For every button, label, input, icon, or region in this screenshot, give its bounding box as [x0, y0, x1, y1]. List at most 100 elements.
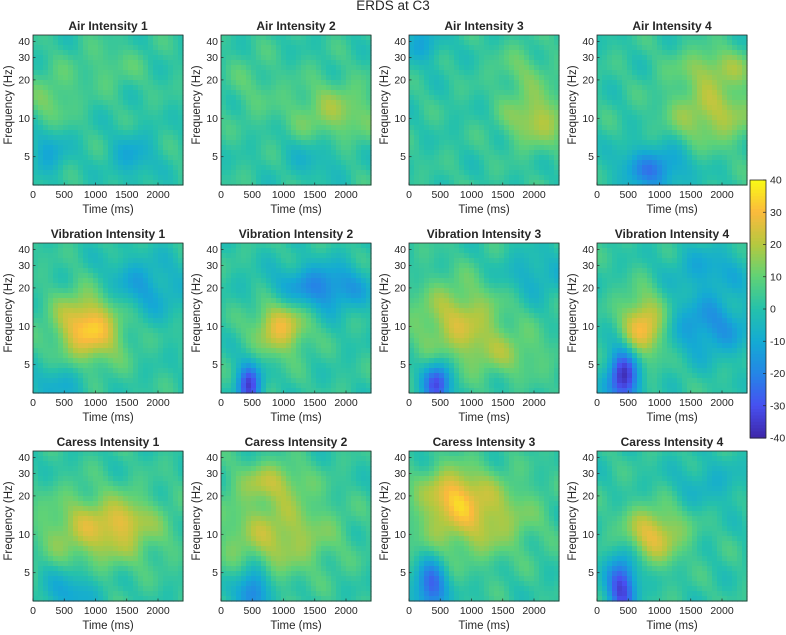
heatmap-cell [226, 160, 232, 166]
heatmap-cell [251, 90, 257, 96]
heatmap-cell [504, 85, 510, 91]
heatmap-cell [68, 338, 74, 344]
heatmap-cell [336, 170, 342, 176]
heatmap-cell [554, 130, 560, 136]
heatmap-cell [251, 343, 257, 349]
heatmap-cell [128, 100, 134, 106]
heatmap-cell [163, 175, 169, 181]
heatmap-cell [632, 40, 638, 46]
heatmap-cell [143, 378, 149, 384]
heatmap-cell [33, 318, 39, 324]
heatmap-cell [504, 105, 510, 111]
heatmap-cell [43, 358, 49, 364]
heatmap-cell [524, 105, 530, 111]
heatmap-cell [682, 150, 688, 156]
heatmap-cell [271, 243, 277, 249]
heatmap-cell [281, 170, 287, 176]
heatmap-cell [291, 45, 297, 51]
heatmap-cell [48, 353, 54, 359]
heatmap-cell [276, 243, 282, 249]
heatmap-cell [622, 140, 628, 146]
heatmap-cell [153, 363, 159, 369]
heatmap-cell [148, 378, 154, 384]
heatmap-cell [221, 105, 227, 111]
heatmap-cell [524, 75, 530, 81]
heatmap-cell [742, 75, 748, 81]
heatmap-cell [281, 150, 287, 156]
heatmap-cell [434, 145, 440, 151]
heatmap-cell [361, 65, 367, 71]
heatmap-cell [647, 170, 653, 176]
heatmap-cell [133, 298, 139, 304]
heatmap-cell [454, 85, 460, 91]
heatmap-cell [63, 383, 69, 389]
heatmap-cell [712, 135, 718, 141]
heatmap-cell [642, 165, 648, 171]
heatmap-cell [702, 50, 708, 56]
heatmap-cell [138, 140, 144, 146]
heatmap-cell [241, 90, 247, 96]
heatmap-cell [539, 150, 545, 156]
heatmap-cell [123, 308, 129, 314]
heatmap-cell [241, 288, 247, 294]
heatmap-cell [474, 135, 480, 141]
heatmap-cell [509, 100, 515, 106]
heatmap-cell [246, 343, 252, 349]
heatmap-cell [226, 175, 232, 181]
heatmap-cell [494, 110, 500, 116]
heatmap-cell [612, 85, 618, 91]
heatmap-cell [459, 70, 465, 76]
heatmap-cell [366, 55, 372, 61]
heatmap-cell [266, 348, 272, 354]
heatmap-cell [732, 55, 738, 61]
heatmap-cell [419, 100, 425, 106]
heatmap-cell [539, 85, 545, 91]
heatmap-cell [276, 170, 282, 176]
heatmap-cell [133, 343, 139, 349]
heatmap-cell [276, 298, 282, 304]
heatmap-cell [321, 40, 327, 46]
y-tick-label: 20 [206, 74, 218, 86]
heatmap-cell [647, 145, 653, 151]
heatmap-cell [612, 120, 618, 126]
heatmap-cell [539, 110, 545, 116]
heatmap-cell [173, 90, 179, 96]
heatmap-cell [409, 180, 415, 186]
heatmap-cell [409, 150, 415, 156]
heatmap-cell [424, 140, 430, 146]
heatmap-cell [281, 95, 287, 101]
heatmap-cell [657, 40, 663, 46]
heatmap-cell [168, 155, 174, 161]
heatmap-cell [341, 50, 347, 56]
heatmap-cell [554, 45, 560, 51]
heatmap-cell [221, 125, 227, 131]
heatmap-cell [336, 95, 342, 101]
heatmap-cell [261, 100, 267, 106]
heatmap-cell [93, 110, 99, 116]
heatmap-cell [627, 145, 633, 151]
heatmap-cell [58, 100, 64, 106]
heatmap-cell [742, 55, 748, 61]
heatmap-cell [98, 170, 104, 176]
heatmap-cell [474, 130, 480, 136]
heatmap-cell [722, 105, 728, 111]
heatmap-cell [256, 388, 262, 394]
heatmap-cell [251, 105, 257, 111]
heatmap-cell [554, 75, 560, 81]
heatmap-cell [346, 145, 352, 151]
heatmap-cell [597, 35, 603, 41]
heatmap-cell [261, 85, 267, 91]
heatmap-cell [88, 55, 94, 61]
heatmap-cell [622, 45, 628, 51]
heatmap-cell [266, 110, 272, 116]
heatmap-cell [221, 303, 227, 309]
heatmap-cell [276, 313, 282, 319]
heatmap-cell [321, 140, 327, 146]
heatmap-cell [143, 328, 149, 334]
heatmap-cell [88, 35, 94, 41]
heatmap-cell [83, 268, 89, 274]
heatmap-cell [251, 368, 257, 374]
heatmap-cell [276, 105, 282, 111]
heatmap-cell [326, 130, 332, 136]
heatmap-cell [271, 373, 277, 379]
